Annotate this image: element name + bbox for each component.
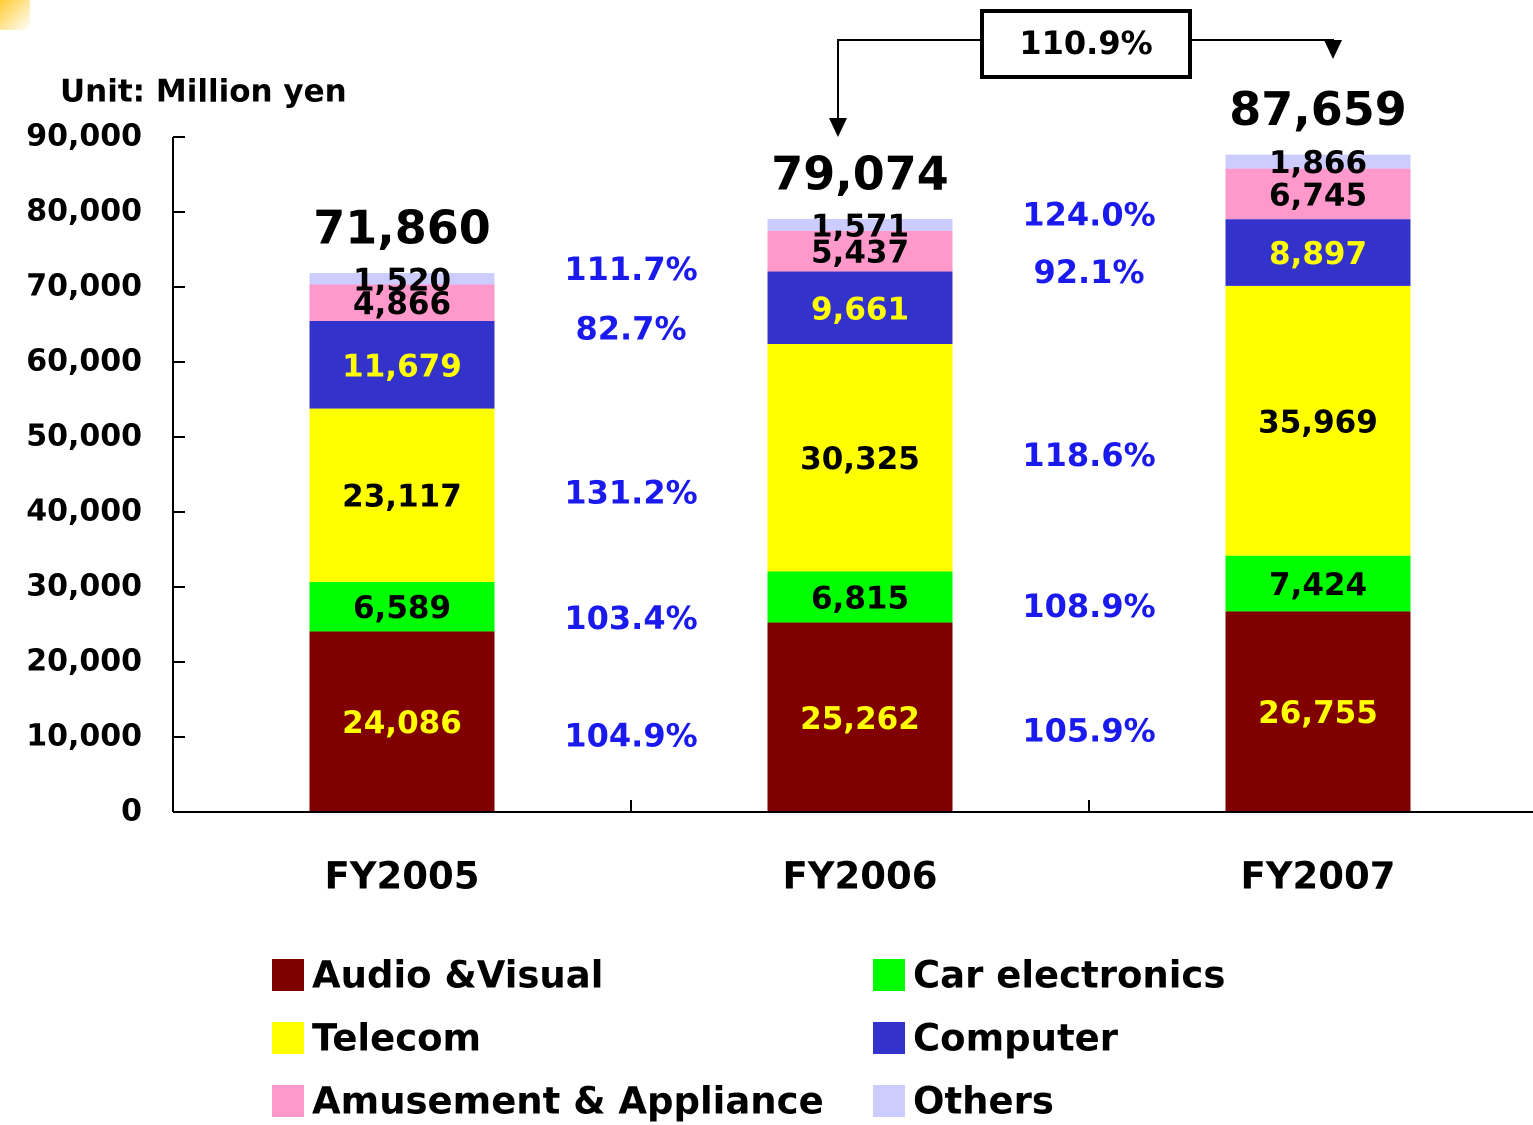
value-label: 6,589: [353, 590, 451, 626]
value-label: 11,679: [342, 348, 462, 384]
value-label: 1,866: [1269, 145, 1367, 181]
value-label: 30,325: [800, 441, 920, 477]
bar-segment: [309, 581, 495, 632]
total-growth: 110.9%: [1019, 24, 1152, 62]
legend-swatch: [272, 1022, 304, 1054]
corner-decoration: [0, 0, 30, 30]
bar-segment: [1225, 168, 1411, 220]
x-tick-label: FY2005: [324, 855, 479, 898]
legend-swatch: [873, 959, 905, 991]
bar-segment: [767, 230, 953, 272]
y-tick-label: 10,000: [26, 719, 142, 754]
y-tick-label: 40,000: [26, 494, 142, 529]
legend-swatch: [272, 1085, 304, 1117]
growth-label: 82.7%: [575, 309, 686, 347]
bar-segment: [309, 273, 495, 285]
bar-segment: [1225, 154, 1411, 169]
bar-segment: [309, 284, 495, 321]
value-label: 1,520: [353, 262, 451, 298]
y-tick-label: 30,000: [26, 569, 142, 604]
legend-label: Telecom: [312, 1017, 481, 1060]
growth-label: 105.9%: [1022, 711, 1155, 749]
growth-arrow: [1190, 39, 1334, 45]
value-label: 26,755: [1258, 695, 1378, 731]
value-label: 7,424: [1269, 567, 1367, 603]
growth-box: [980, 9, 1192, 79]
bar-segment: [1225, 285, 1411, 556]
growth-arrow: [837, 39, 985, 125]
legend-swatch: [272, 959, 304, 991]
bar-segment: [767, 622, 953, 812]
y-tick-label: 90,000: [26, 119, 142, 154]
value-label: 4,866: [353, 286, 451, 322]
value-label: 1,571: [811, 208, 909, 244]
legend-swatch: [873, 1022, 905, 1054]
growth-label: 124.0%: [1022, 196, 1155, 234]
value-label: 6,745: [1269, 177, 1367, 213]
bar-segment: [1225, 219, 1411, 286]
growth-label: 92.1%: [1033, 253, 1144, 291]
bar-segment: [767, 571, 953, 623]
bar-segment: [309, 408, 495, 582]
axis-unit-label: Unit: Million yen: [60, 74, 347, 110]
growth-label: 118.6%: [1022, 436, 1155, 474]
value-label: 8,897: [1269, 236, 1367, 272]
bar-segment: [767, 343, 953, 572]
legend-label: Others: [913, 1080, 1054, 1123]
x-tick-label: FY2006: [782, 855, 937, 898]
y-tick-label: 50,000: [26, 419, 142, 454]
value-label: 9,661: [811, 291, 909, 327]
legend-label: Car electronics: [913, 954, 1225, 997]
growth-label: 131.2%: [564, 473, 697, 511]
x-tick-label: FY2007: [1240, 855, 1395, 898]
value-label: 5,437: [811, 235, 909, 271]
growth-label: 108.9%: [1022, 587, 1155, 625]
value-label: 24,086: [342, 705, 462, 741]
total-label: 71,860: [313, 201, 491, 255]
bar-segment: [767, 271, 953, 344]
y-tick-label: 70,000: [26, 269, 142, 304]
bar-segment: [309, 320, 495, 409]
legend-label: Computer: [913, 1017, 1119, 1060]
y-tick-label: 20,000: [26, 644, 142, 679]
arrow-head: [1324, 40, 1342, 59]
legend-label: Amusement & Appliance: [312, 1080, 824, 1123]
growth-label: 104.9%: [564, 716, 697, 754]
y-tick-label: 60,000: [26, 344, 142, 379]
bar-segment: [1225, 611, 1411, 812]
bar-segment: [309, 631, 495, 812]
total-label: 87,659: [1229, 82, 1407, 136]
bar-segment: [1225, 555, 1411, 612]
y-tick-label: 0: [121, 794, 142, 829]
growth-label: 111.7%: [564, 250, 697, 288]
legend-label: Audio &Visual: [312, 954, 603, 997]
legend-swatch: [873, 1085, 905, 1117]
value-label: 6,815: [811, 580, 909, 616]
total-label: 79,074: [771, 146, 949, 200]
arrow-head: [829, 118, 847, 137]
value-label: 35,969: [1258, 404, 1378, 440]
bar-segment: [767, 218, 953, 231]
value-label: 23,117: [342, 479, 462, 515]
y-tick-label: 80,000: [26, 194, 142, 229]
value-label: 25,262: [800, 701, 920, 737]
growth-label: 103.4%: [564, 599, 697, 637]
